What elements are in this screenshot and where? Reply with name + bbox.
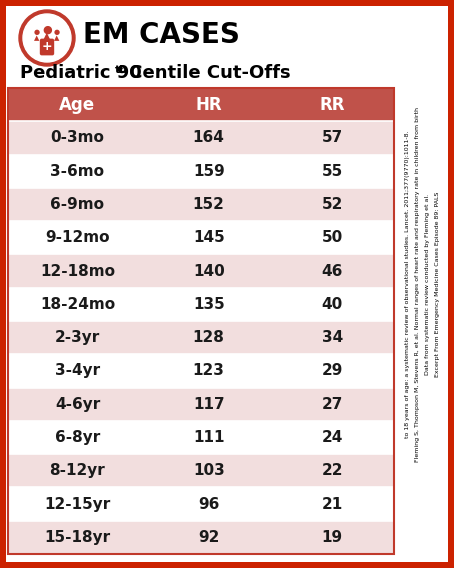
FancyBboxPatch shape bbox=[8, 122, 394, 154]
Text: 12-18mo: 12-18mo bbox=[40, 264, 115, 278]
Text: Data from systematic review conducted by Fleming et al.: Data from systematic review conducted by… bbox=[425, 194, 430, 374]
FancyBboxPatch shape bbox=[8, 288, 394, 321]
Text: ▲: ▲ bbox=[54, 35, 59, 41]
FancyBboxPatch shape bbox=[8, 254, 394, 288]
Text: 4-6yr: 4-6yr bbox=[55, 396, 100, 412]
Text: +: + bbox=[42, 40, 52, 53]
Text: HR: HR bbox=[195, 95, 222, 114]
Text: 6-8yr: 6-8yr bbox=[55, 430, 100, 445]
Text: Centile Cut-Offs: Centile Cut-Offs bbox=[123, 64, 291, 82]
Text: 3-6mo: 3-6mo bbox=[50, 164, 104, 179]
Text: Excerpt From Emergency Medicine Cases Episode 89: PALS: Excerpt From Emergency Medicine Cases Ep… bbox=[434, 191, 439, 377]
Text: 27: 27 bbox=[321, 396, 343, 412]
Text: 46: 46 bbox=[321, 264, 343, 278]
Text: ▲: ▲ bbox=[35, 35, 39, 41]
Text: 135: 135 bbox=[193, 297, 225, 312]
Text: ▲: ▲ bbox=[42, 31, 52, 44]
Text: 15-18yr: 15-18yr bbox=[44, 530, 110, 545]
FancyBboxPatch shape bbox=[8, 321, 394, 354]
Text: ●: ● bbox=[54, 29, 60, 35]
Text: 117: 117 bbox=[193, 396, 225, 412]
Text: 111: 111 bbox=[193, 430, 224, 445]
FancyBboxPatch shape bbox=[8, 521, 394, 554]
Text: 29: 29 bbox=[321, 364, 343, 378]
Text: 40: 40 bbox=[321, 297, 343, 312]
Text: 8-12yr: 8-12yr bbox=[49, 463, 105, 478]
Text: 22: 22 bbox=[321, 463, 343, 478]
FancyBboxPatch shape bbox=[8, 487, 394, 521]
Text: 152: 152 bbox=[193, 197, 225, 212]
Text: 6-9mo: 6-9mo bbox=[50, 197, 104, 212]
Text: 52: 52 bbox=[321, 197, 343, 212]
Text: Fleming S, Thompson M, Stevens R, et al. Normal ranges of heart rate and respira: Fleming S, Thompson M, Stevens R, et al.… bbox=[415, 107, 420, 461]
Circle shape bbox=[19, 10, 75, 66]
Text: 24: 24 bbox=[321, 430, 343, 445]
Text: Age: Age bbox=[59, 95, 95, 114]
Circle shape bbox=[23, 14, 71, 62]
Text: 128: 128 bbox=[193, 330, 225, 345]
Text: to 18 years of age: a systematic review of observational studies. Lancet. 2011;3: to 18 years of age: a systematic review … bbox=[405, 130, 410, 438]
FancyBboxPatch shape bbox=[8, 454, 394, 487]
Text: ●: ● bbox=[42, 25, 52, 35]
Text: 103: 103 bbox=[193, 463, 225, 478]
Text: 21: 21 bbox=[321, 496, 343, 512]
Text: th: th bbox=[115, 65, 128, 75]
Text: 55: 55 bbox=[321, 164, 343, 179]
Text: 12-15yr: 12-15yr bbox=[44, 496, 111, 512]
Text: 34: 34 bbox=[321, 330, 343, 345]
FancyBboxPatch shape bbox=[8, 188, 394, 221]
Text: 3-4yr: 3-4yr bbox=[55, 364, 100, 378]
Text: RR: RR bbox=[320, 95, 345, 114]
Text: ●: ● bbox=[34, 29, 40, 35]
Text: 18-24mo: 18-24mo bbox=[40, 297, 115, 312]
Text: 2-3yr: 2-3yr bbox=[55, 330, 100, 345]
Text: EM CASES: EM CASES bbox=[83, 21, 240, 49]
Text: 9-12mo: 9-12mo bbox=[45, 230, 110, 245]
Text: 145: 145 bbox=[193, 230, 225, 245]
Text: 57: 57 bbox=[321, 131, 343, 145]
FancyBboxPatch shape bbox=[8, 221, 394, 254]
FancyBboxPatch shape bbox=[8, 387, 394, 421]
Text: 123: 123 bbox=[193, 364, 225, 378]
Text: 92: 92 bbox=[198, 530, 219, 545]
Text: 96: 96 bbox=[198, 496, 219, 512]
Text: 50: 50 bbox=[321, 230, 343, 245]
Text: 159: 159 bbox=[193, 164, 225, 179]
Text: 0-3mo: 0-3mo bbox=[50, 131, 104, 145]
Text: 164: 164 bbox=[193, 131, 225, 145]
Text: Pediatric 90: Pediatric 90 bbox=[20, 64, 142, 82]
FancyBboxPatch shape bbox=[8, 154, 394, 188]
Text: 19: 19 bbox=[322, 530, 343, 545]
Text: 140: 140 bbox=[193, 264, 225, 278]
FancyBboxPatch shape bbox=[8, 354, 394, 387]
FancyBboxPatch shape bbox=[6, 6, 448, 562]
FancyBboxPatch shape bbox=[8, 421, 394, 454]
FancyBboxPatch shape bbox=[8, 88, 394, 122]
